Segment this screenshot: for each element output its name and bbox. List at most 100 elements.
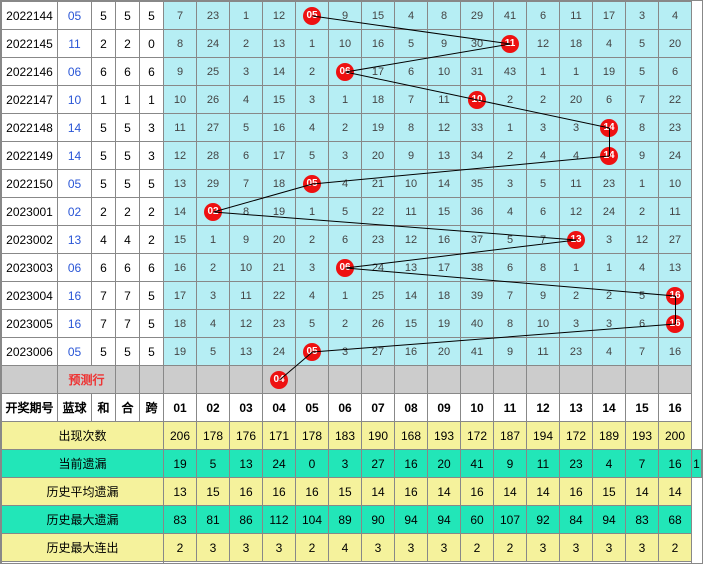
- stat-cell: 187: [494, 422, 527, 450]
- stat-cell: 16: [461, 478, 494, 506]
- stat-cell: 14: [428, 478, 461, 506]
- table-row: 2023003066661621021306241317386811413: [2, 254, 702, 282]
- miss-cell: 6: [527, 2, 560, 30]
- miss-cell: 9: [395, 142, 428, 170]
- hx-cell: 5: [116, 114, 140, 142]
- hdr-col: 01: [164, 394, 197, 422]
- blue-ball-cell: 02: [58, 198, 92, 226]
- miss-cell: 9: [230, 226, 263, 254]
- pred-empty-cell: [329, 366, 362, 394]
- miss-cell: 20: [560, 86, 593, 114]
- stat-row: 出现次数206178176171178183190168193172187194…: [2, 422, 702, 450]
- hdr-col: 08: [395, 394, 428, 422]
- table-row: 202300605555195132405327162041911234716: [2, 338, 702, 366]
- stat-cell: 15: [329, 478, 362, 506]
- ball-cell: 06: [329, 58, 362, 86]
- miss-cell: 24: [263, 338, 296, 366]
- miss-cell: 17: [263, 142, 296, 170]
- stat-cell: 3: [626, 534, 659, 562]
- pred-empty-cell: [527, 366, 560, 394]
- miss-cell: 19: [593, 58, 626, 86]
- period-cell: 2023004: [2, 282, 58, 310]
- stat-cell: 104: [296, 506, 329, 534]
- stat-cell: 23: [560, 450, 593, 478]
- miss-cell: 8: [494, 310, 527, 338]
- miss-cell: 20: [263, 226, 296, 254]
- stat-cell: 3: [362, 534, 395, 562]
- miss-cell: 12: [428, 114, 461, 142]
- miss-cell: 8: [428, 2, 461, 30]
- miss-cell: 5: [296, 310, 329, 338]
- stat-cell: 86: [230, 506, 263, 534]
- stat-cell: 92: [527, 506, 560, 534]
- stat-cell: 7: [626, 450, 659, 478]
- miss-cell: 13: [263, 30, 296, 58]
- stat-cell: 176: [230, 422, 263, 450]
- blue-ball-cell: 14: [58, 114, 92, 142]
- red-ball: 06: [336, 63, 354, 81]
- ball-cell: 14: [593, 114, 626, 142]
- miss-cell: 21: [263, 254, 296, 282]
- hx-cell: 5: [116, 2, 140, 30]
- kua-cell: 0: [140, 30, 164, 58]
- table-row: 202214405555723112059154829416111734: [2, 2, 702, 30]
- miss-cell: 3: [494, 170, 527, 198]
- period-cell: 2022145: [2, 30, 58, 58]
- miss-cell: 5: [626, 58, 659, 86]
- stat-cell: 16: [263, 478, 296, 506]
- stat-cell: 3: [428, 534, 461, 562]
- stat-cell: 81: [197, 506, 230, 534]
- period-cell: 2022146: [2, 58, 58, 86]
- pred-empty-cell: [428, 366, 461, 394]
- prediction-row: 预测行04: [2, 366, 702, 394]
- miss-cell: 38: [461, 254, 494, 282]
- stat-label: 历史最大遗漏: [2, 506, 164, 534]
- stat-cell: 11: [527, 450, 560, 478]
- kua-cell: 3: [140, 142, 164, 170]
- stat-cell: 15: [197, 478, 230, 506]
- miss-cell: 6: [626, 310, 659, 338]
- miss-cell: 5: [197, 338, 230, 366]
- miss-cell: 2: [296, 58, 329, 86]
- ball-cell: 05: [296, 170, 329, 198]
- stat-cell: 89: [329, 506, 362, 534]
- kua-cell: 2: [140, 226, 164, 254]
- miss-cell: 2: [329, 310, 362, 338]
- table-row: 2023005167751841223522615194081033616: [2, 310, 702, 338]
- period-cell: 2022149: [2, 142, 58, 170]
- stat-cell: 3: [230, 534, 263, 562]
- stat-cell: 168: [395, 422, 428, 450]
- blue-ball-cell: 13: [58, 226, 92, 254]
- stat-cell: 13: [164, 478, 197, 506]
- miss-cell: 13: [230, 338, 263, 366]
- stat-cell: 0: [296, 450, 329, 478]
- ball-cell: 10: [461, 86, 494, 114]
- blue-ball-cell: 06: [58, 58, 92, 86]
- miss-cell: 2: [329, 114, 362, 142]
- he-cell: 5: [92, 114, 116, 142]
- he-cell: 5: [92, 142, 116, 170]
- ball-cell: 13: [560, 226, 593, 254]
- miss-cell: 27: [659, 226, 692, 254]
- miss-cell: 30: [461, 30, 494, 58]
- miss-cell: 5: [395, 30, 428, 58]
- stat-cell: 190: [362, 422, 395, 450]
- stat-cell: 178: [296, 422, 329, 450]
- stat-cell: 112: [263, 506, 296, 534]
- period-cell: 2023005: [2, 310, 58, 338]
- miss-cell: 5: [626, 282, 659, 310]
- blue-ball-cell: 05: [58, 338, 92, 366]
- hdr-col: 04: [263, 394, 296, 422]
- table-row: 202300416775173112241251418397922516: [2, 282, 702, 310]
- stat-cell: 193: [428, 422, 461, 450]
- miss-cell: 43: [494, 58, 527, 86]
- stat-cell: 2: [461, 534, 494, 562]
- miss-cell: 17: [164, 282, 197, 310]
- miss-cell: 18: [164, 310, 197, 338]
- miss-cell: 39: [461, 282, 494, 310]
- pred-empty-cell: [461, 366, 494, 394]
- hx-cell: 5: [116, 170, 140, 198]
- table-row: 2023002134421519202623121637571331227: [2, 226, 702, 254]
- he-cell: 2: [92, 30, 116, 58]
- period-cell: 2022150: [2, 170, 58, 198]
